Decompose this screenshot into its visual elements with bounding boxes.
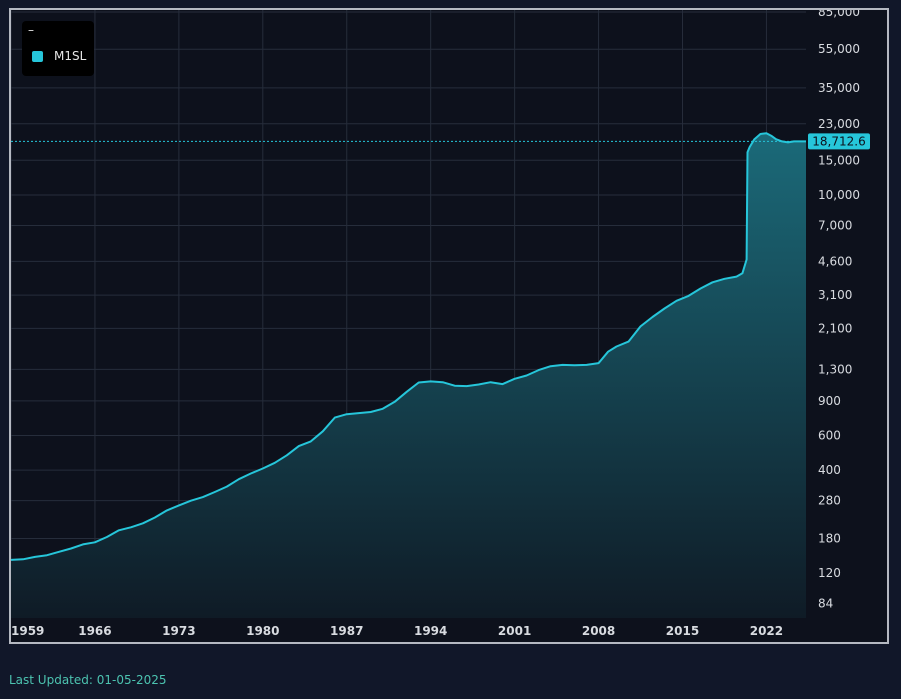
y-axis: 84 120 180 280 400 600 900 1,300 2,100 3,100 4,600… [818, 10, 860, 611]
y-tick-label: 1,300 [818, 362, 852, 376]
y-tick-label: 400 [818, 463, 841, 477]
x-tick-label: 1966 [78, 624, 111, 638]
x-tick-label: 1987 [330, 624, 363, 638]
last-value-label: 18,712.6 [812, 134, 865, 148]
x-tick-label: 2008 [582, 624, 615, 638]
y-tick-label: 84 [818, 597, 833, 611]
reference-layer: 18,712.6 [11, 133, 870, 150]
chart-svg: 18,712.6 84 120 180 280 400 600 900 1,300 2,100 3… [11, 10, 870, 638]
y-tick-label: 10,000 [818, 188, 860, 202]
x-tick-label: 2022 [750, 624, 783, 638]
y-tick-label: 120 [818, 566, 841, 580]
y-tick-label: 2,100 [818, 321, 852, 335]
x-tick-label: 2001 [498, 624, 531, 638]
area-fill [11, 133, 806, 618]
x-axis: 1959 1966 1973 1980 1987 1994 2001 2008 2015 2022 [11, 624, 783, 638]
last-updated-text: Last Updated: 01-05-2025 [9, 673, 167, 687]
x-tick-label: 1973 [162, 624, 195, 638]
y-tick-label: 23,000 [818, 117, 860, 131]
area-layer [11, 132, 806, 618]
y-tick-label: 55,000 [818, 42, 860, 56]
y-tick-label: 7,000 [818, 218, 852, 232]
legend-series-label[interactable]: M1SL [54, 49, 87, 63]
legend-swatch [32, 51, 43, 62]
x-tick-label: 1980 [246, 624, 279, 638]
chart-frame: 18,712.6 84 120 180 280 400 600 900 1,300 2,100 3… [9, 8, 889, 644]
y-tick-label: 280 [818, 494, 841, 508]
series-line-m1sl[interactable] [11, 132, 806, 561]
x-tick-label: 1994 [414, 624, 447, 638]
y-tick-label: 85,000 [818, 10, 860, 19]
y-tick-label: 600 [818, 429, 841, 443]
last-value-badge [808, 133, 870, 150]
y-tick-label: 4,600 [818, 254, 852, 268]
x-tick-label: 1959 [11, 624, 44, 638]
legend: – M1SL [22, 21, 94, 76]
y-tick-label: 180 [818, 531, 841, 545]
y-tick-label: 35,000 [818, 81, 860, 95]
x-tick-label: 2015 [666, 624, 699, 638]
y-tick-label: 900 [818, 394, 841, 408]
y-tick-label: 3,100 [818, 288, 852, 302]
y-tick-label: 15,000 [818, 153, 860, 167]
legend-title: – [28, 23, 34, 37]
